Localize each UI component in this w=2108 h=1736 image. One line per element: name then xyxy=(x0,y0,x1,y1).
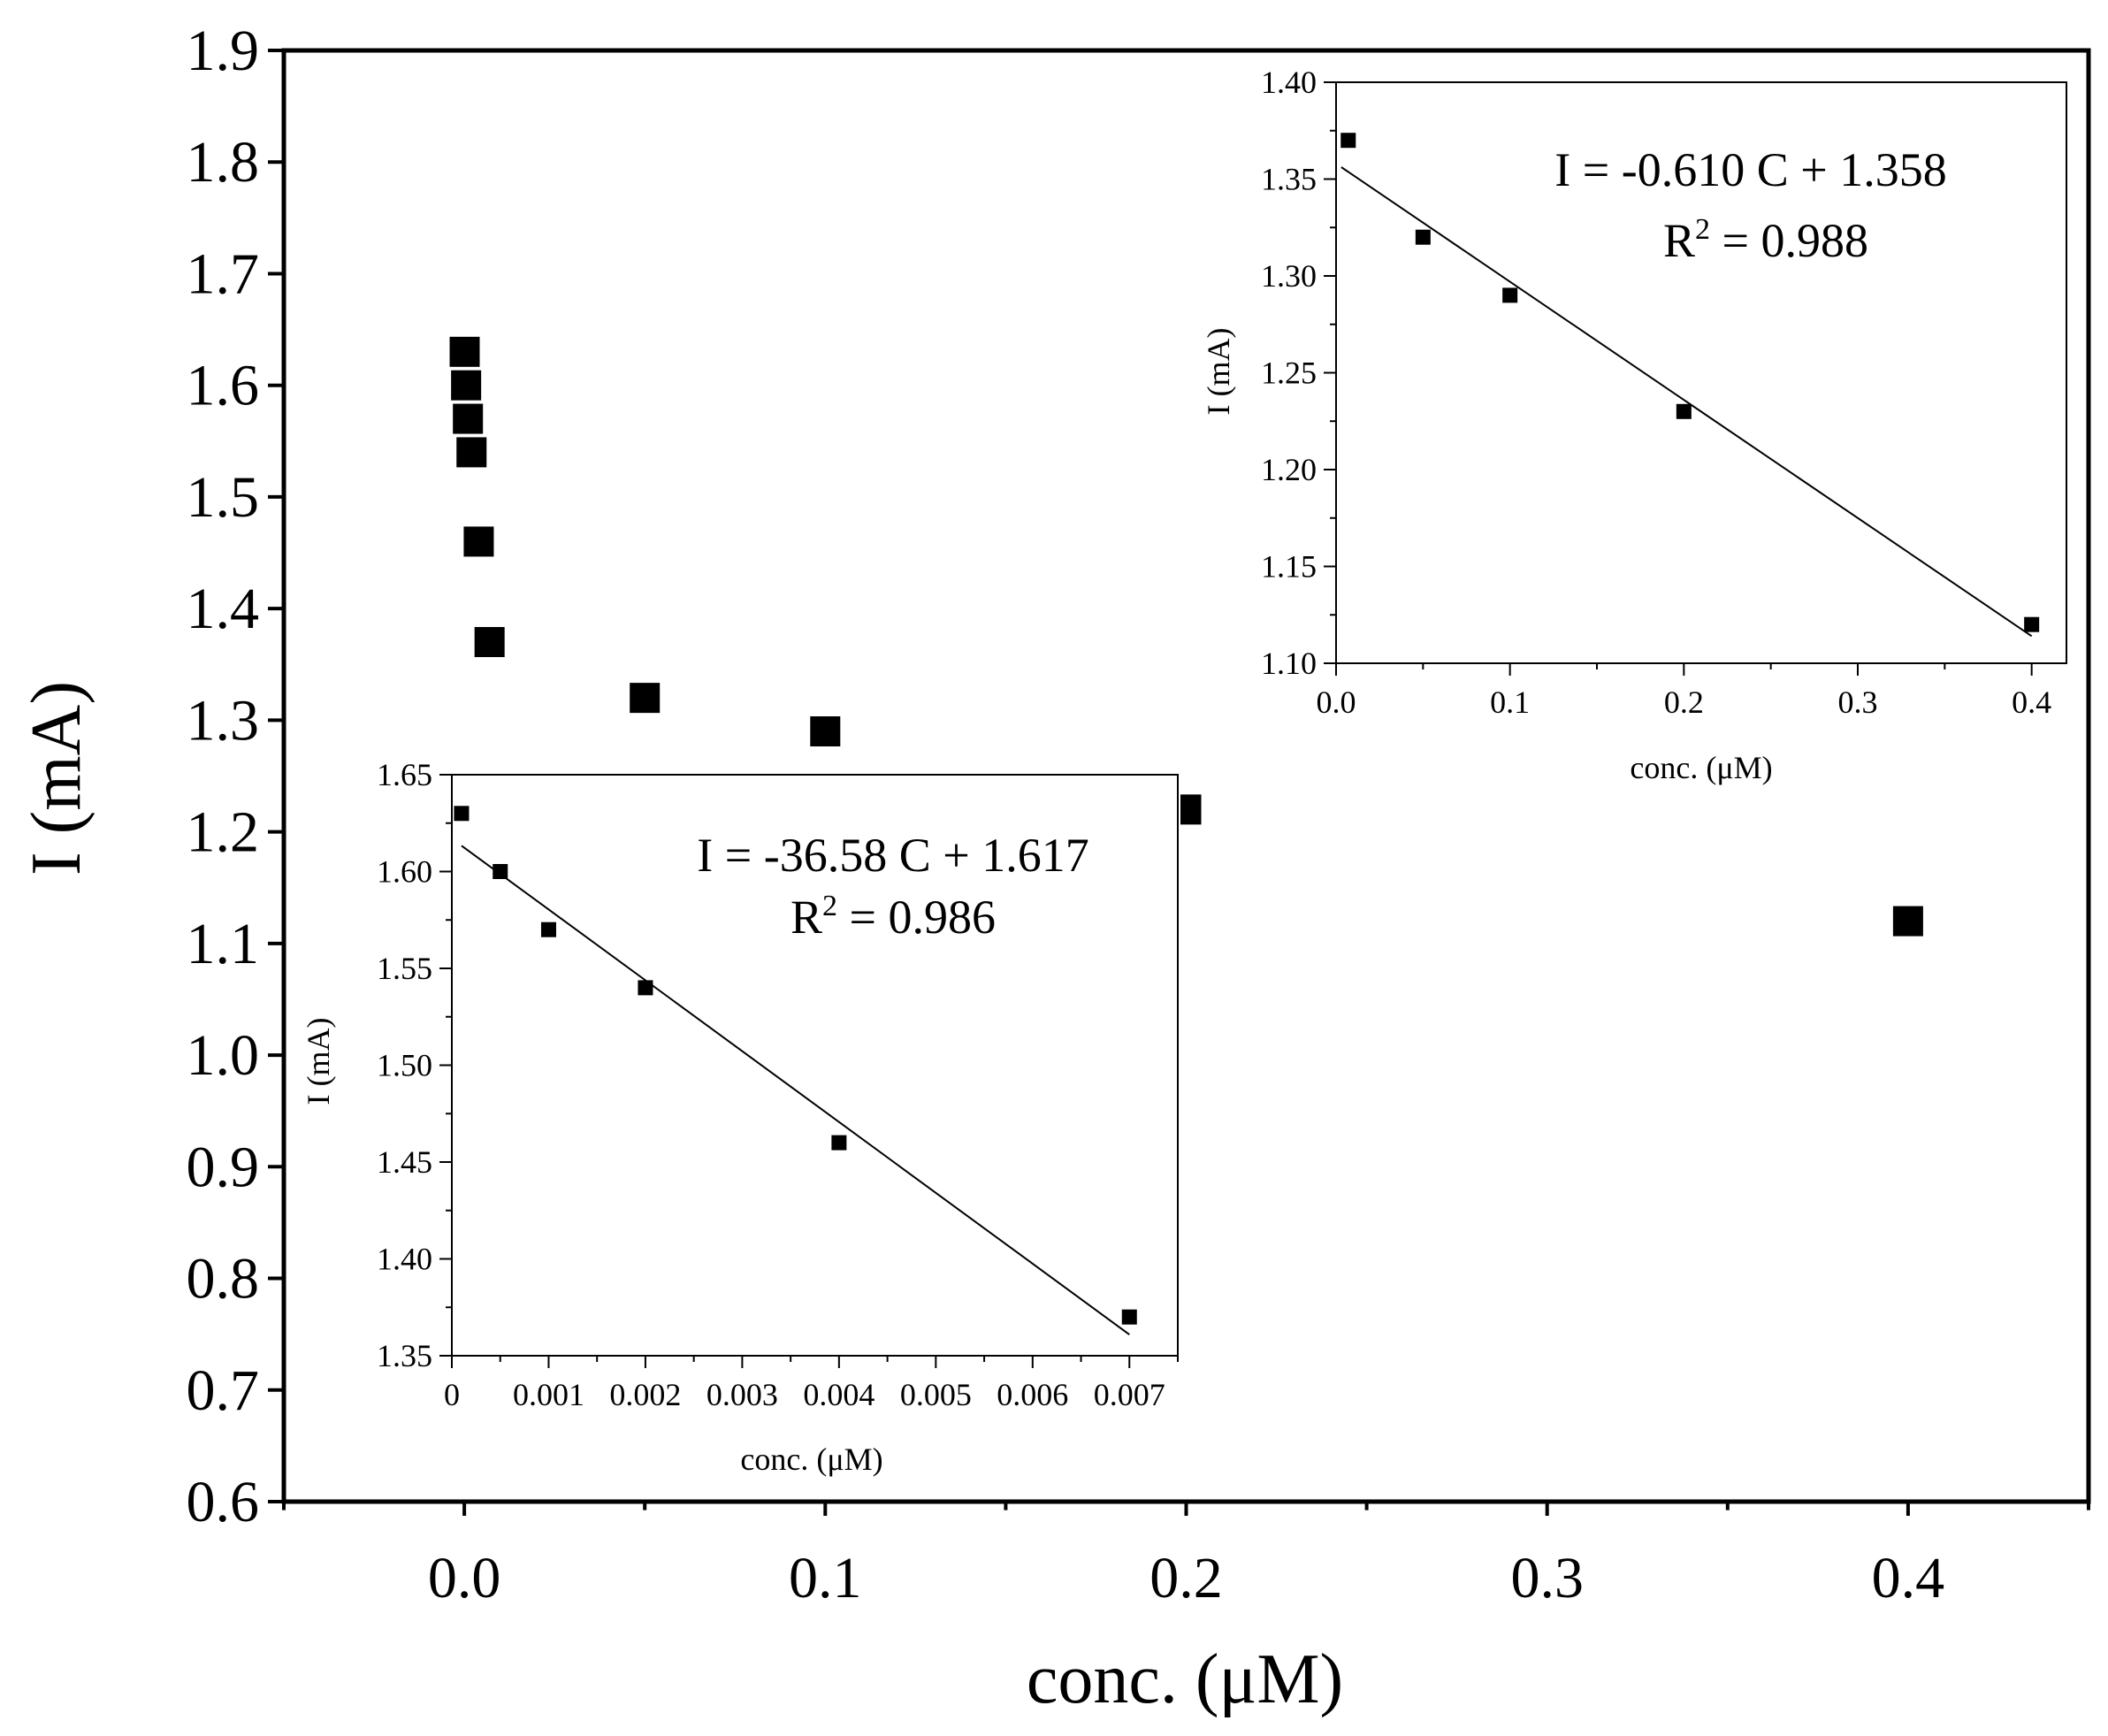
inset-top-right-x-ticks: 0.0 0.1 0.2 0.3 0.4 xyxy=(1317,663,2051,720)
inset-top-right-background xyxy=(1331,82,2066,666)
inset-top-right-data-points xyxy=(1340,133,2040,632)
tr-y-tick-label: 1.10 xyxy=(1261,646,1317,681)
bl-data-point xyxy=(1121,1309,1137,1325)
tr-y-tick-label: 1.30 xyxy=(1261,258,1317,294)
main-x-tick-label: 0.1 xyxy=(789,1546,862,1610)
bl-data-point xyxy=(831,1135,847,1151)
inset-bottom-left-background xyxy=(447,775,1180,1358)
bl-x-tick-label: 0.005 xyxy=(900,1377,972,1412)
main-x-ticks: 0.0 0.1 0.2 0.3 0.4 xyxy=(282,1502,2090,1610)
bl-data-point xyxy=(638,980,653,996)
bl-data-point xyxy=(493,864,508,879)
bl-x-tick-label: 0.001 xyxy=(513,1377,584,1412)
bl-x-tick-label: 0.004 xyxy=(803,1377,875,1412)
main-y-tick-label: 1.2 xyxy=(187,800,260,865)
inset-top-right-r2: R2 = 0.988 xyxy=(1663,213,1868,267)
main-data-point xyxy=(449,336,480,367)
main-y-tick-label: 1.3 xyxy=(187,688,260,753)
main-data-point xyxy=(463,526,494,557)
tr-y-tick-label: 1.40 xyxy=(1261,65,1317,100)
main-y-tick-label: 1.0 xyxy=(187,1023,260,1088)
main-data-point xyxy=(1892,906,1923,937)
main-data-point xyxy=(630,683,661,714)
inset-bottom-left-r2: R2 = 0.986 xyxy=(790,890,996,944)
bl-y-tick-label: 1.40 xyxy=(377,1242,432,1277)
tr-x-tick-label: 0.0 xyxy=(1317,684,1356,720)
main-x-tick-label: 0.3 xyxy=(1510,1546,1584,1610)
inset-bottom-left-y-axis-title: I (mA) xyxy=(301,1018,336,1105)
tr-y-tick-label: 1.35 xyxy=(1261,162,1317,197)
inset-top-right-fit-line xyxy=(1340,166,2033,638)
bl-y-tick-label: 1.45 xyxy=(377,1144,432,1180)
main-y-tick-label: 1.7 xyxy=(187,241,260,306)
main-x-tick-label: 0.0 xyxy=(428,1546,501,1610)
main-y-tick-label: 0.6 xyxy=(187,1470,260,1534)
inset-bottom-left-x-ticks: 0 0.001 0.002 0.003 0.004 0.005 0.006 0.007 xyxy=(444,1356,1179,1412)
main-y-tick-label: 1.5 xyxy=(187,465,260,530)
main-y-tick-label: 1.8 xyxy=(187,130,260,195)
bl-x-tick-label: 0.002 xyxy=(609,1377,681,1412)
main-data-point xyxy=(456,437,487,468)
main-x-tick-label: 0.2 xyxy=(1149,1546,1223,1610)
bl-y-tick-label: 1.60 xyxy=(377,854,432,890)
inset-top-right-x-axis-title: conc. (μM) xyxy=(1630,750,1772,785)
inset-top-right: 1.101.151.201.251.301.351.40 0.0 0.1 0.2 0.… xyxy=(1201,65,2067,785)
main-x-axis-title: conc. (μM) xyxy=(1027,1640,1343,1718)
main-y-tick-label: 0.8 xyxy=(187,1247,260,1312)
tr-x-tick-label: 0.3 xyxy=(1838,684,1878,720)
inset-bottom-left-equation: I = -36.58 C + 1.617 xyxy=(697,829,1088,882)
main-chart: 0.6 0.7 0.8 0.9 1.0 1.1 1.2 1.3 1.4 1.5 1.6 1.7 1.8 1… xyxy=(18,19,2091,1718)
bl-data-point xyxy=(454,806,470,822)
main-y-tick-label: 1.6 xyxy=(187,354,260,418)
inset-bottom-left-y-ticks: 1.35 1.40 1.45 1.50 1.55 1.60 1.65 xyxy=(377,757,452,1373)
inset-bottom-left-data-points xyxy=(454,806,1137,1325)
inset-bottom-left-x-axis-title: conc. (μM) xyxy=(740,1442,882,1477)
main-data-points xyxy=(449,336,1923,937)
tr-y-tick-label: 1.20 xyxy=(1261,452,1317,487)
bl-y-tick-label: 1.35 xyxy=(377,1338,432,1373)
inset-top-right-y-axis-title: I (mA) xyxy=(1201,328,1236,416)
main-y-tick-label: 1.4 xyxy=(187,577,260,641)
bl-y-tick-label: 1.65 xyxy=(377,757,432,792)
bl-x-tick-label: 0 xyxy=(444,1377,460,1412)
tr-y-tick-label: 1.15 xyxy=(1261,549,1317,585)
bl-x-tick-label: 0.007 xyxy=(1094,1377,1165,1412)
inset-bottom-left-fit-line xyxy=(461,845,1130,1335)
tr-data-point xyxy=(1415,229,1431,245)
main-data-point xyxy=(451,370,482,401)
inset-bottom-left: 1.35 1.40 1.45 1.50 1.55 1.60 1.65 0 0.001 0.002… xyxy=(301,757,1180,1477)
bl-x-tick-label: 0.003 xyxy=(706,1377,778,1412)
main-y-tick-label: 1.9 xyxy=(187,19,260,83)
main-data-point xyxy=(453,403,484,434)
main-y-axis-title: I (mA) xyxy=(18,681,95,876)
inset-top-right-equation: I = -0.610 C + 1.358 xyxy=(1554,143,1946,196)
main-data-point xyxy=(810,716,841,747)
tr-data-point xyxy=(1502,287,1518,303)
tr-data-point xyxy=(1340,133,1356,149)
bl-y-tick-label: 1.50 xyxy=(377,1048,432,1083)
bl-x-tick-label: 0.006 xyxy=(997,1377,1068,1412)
main-data-point xyxy=(474,627,505,658)
main-y-tick-label: 0.7 xyxy=(187,1358,260,1423)
main-y-tick-label: 1.1 xyxy=(187,912,260,976)
inset-top-right-y-ticks: 1.10 1.15 1.20 1.25 1.30 1.35 1.40 xyxy=(1261,65,1336,681)
bl-y-tick-label: 1.55 xyxy=(377,951,432,986)
tr-y-tick-label: 1.25 xyxy=(1261,356,1317,391)
tr-x-tick-label: 0.2 xyxy=(1664,684,1704,720)
tr-x-tick-label: 0.4 xyxy=(2012,684,2051,720)
tr-data-point xyxy=(1676,403,1692,419)
tr-data-point xyxy=(2024,616,2040,632)
main-y-tick-label: 0.9 xyxy=(187,1135,260,1199)
main-x-tick-label: 0.4 xyxy=(1872,1546,1945,1610)
bl-data-point xyxy=(540,922,556,937)
main-y-ticks: 0.6 0.7 0.8 0.9 1.0 1.1 1.2 1.3 1.4 1.5 1.6 1.7 1.8 1… xyxy=(187,19,284,1534)
tr-x-tick-label: 0.1 xyxy=(1490,684,1530,720)
